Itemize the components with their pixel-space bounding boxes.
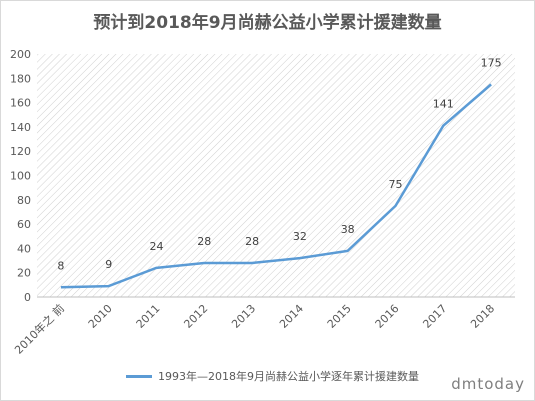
data-label: 175 — [481, 56, 502, 69]
x-tick-label: 2013 — [229, 302, 258, 331]
data-label: 28 — [245, 235, 259, 248]
x-tick-label: 2017 — [420, 302, 449, 331]
x-tick-label: 2018 — [468, 302, 497, 331]
legend-label: 1993年—2018年9月尚赫公益小学逐年累计援建数量 — [158, 370, 419, 383]
data-label: 9 — [105, 258, 112, 271]
x-tick-label: 2010年之 前 — [12, 301, 68, 357]
x-tick-label: 2016 — [373, 302, 402, 331]
x-tick-label: 2011 — [134, 302, 163, 331]
y-tick-label: 80 — [17, 194, 31, 207]
y-tick-label: 140 — [10, 121, 31, 134]
x-tick-label: 2015 — [325, 302, 354, 331]
data-label: 24 — [150, 240, 164, 253]
legend-swatch — [126, 374, 152, 378]
data-label: 75 — [389, 178, 403, 191]
x-tick-label: 2010 — [86, 302, 115, 331]
legend: 1993年—2018年9月尚赫公益小学逐年累计援建数量 — [126, 368, 419, 384]
data-label: 38 — [341, 223, 355, 236]
data-label: 32 — [293, 230, 307, 243]
y-tick-label: 40 — [17, 242, 31, 255]
y-tick-label: 180 — [10, 72, 31, 85]
y-tick-label: 100 — [10, 170, 31, 183]
series-line — [60, 83, 492, 289]
plot-area — [37, 54, 515, 297]
y-tick-label: 0 — [24, 291, 31, 304]
y-tick-label: 160 — [10, 97, 31, 110]
watermark: dmtoday — [451, 375, 525, 393]
x-tick-label: 2012 — [181, 302, 210, 331]
x-tick-label: 2014 — [277, 302, 306, 331]
data-label: 8 — [57, 259, 64, 272]
y-tick-label: 120 — [10, 145, 31, 158]
y-tick-label: 200 — [10, 48, 31, 61]
data-label: 28 — [197, 235, 211, 248]
y-tick-label: 60 — [17, 218, 31, 231]
y-tick-label: 20 — [17, 267, 31, 280]
data-label: 141 — [433, 98, 454, 111]
chart-title: 预计到2018年9月尚赫公益小学累计援建数量 — [93, 13, 442, 33]
